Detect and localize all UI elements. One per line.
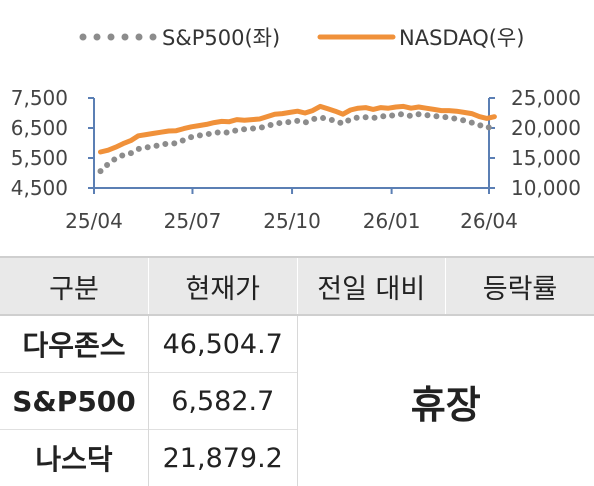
market-summary-table: 구분 현재가 전일 대비 등락률 다우존스 46,504.7 휴장 S&P500…	[0, 256, 594, 486]
row-current-price: 6,582.7	[149, 373, 298, 430]
table-row: 다우존스 46,504.7 휴장	[0, 315, 594, 373]
right-y-tick-label: 15,000	[511, 146, 581, 170]
row-current-price: 21,879.2	[149, 430, 298, 486]
right-y-tick-label: 10,000	[511, 176, 581, 200]
left-y-tick-label: 5,500	[11, 146, 68, 170]
x-tick-label: 25/07	[164, 209, 222, 233]
header-change-rate: 등락률	[446, 257, 594, 315]
nasdaq-legend-label: NASDAQ(우)	[399, 26, 524, 50]
chart-axes: 4,500 5,500 6,500 7,500 10,000 15,000 20,000 25…	[11, 86, 581, 233]
right-y-tick-label: 20,000	[511, 116, 581, 140]
chart-series	[101, 106, 495, 171]
x-tick-label: 25/10	[263, 209, 321, 233]
market-closed-status: 휴장	[297, 315, 594, 486]
sp500-legend-label: S&P500(좌)	[162, 26, 280, 50]
x-tick-label: 25/04	[65, 209, 123, 233]
header-category: 구분	[0, 257, 149, 315]
header-current-price: 현재가	[149, 257, 298, 315]
table-header-row: 구분 현재가 전일 대비 등락률	[0, 257, 594, 315]
x-tick-label: 26/01	[363, 209, 421, 233]
x-tick-label: 26/04	[460, 209, 518, 233]
left-y-tick-label: 4,500	[11, 176, 68, 200]
right-y-tick-label: 25,000	[511, 86, 581, 110]
nasdaq-series-line	[101, 106, 495, 152]
header-day-change: 전일 대비	[297, 257, 446, 315]
sp500-series-line	[101, 114, 495, 171]
row-name: 다우존스	[0, 315, 149, 373]
row-name: S&P500	[0, 373, 149, 430]
chart-legend: S&P500(좌) NASDAQ(우)	[83, 26, 524, 50]
left-y-tick-label: 7,500	[11, 86, 68, 110]
index-line-chart: S&P500(좌) NASDAQ(우) 4,500 5,500 6,500 7,500 1…	[0, 0, 594, 250]
row-name: 나스닥	[0, 430, 149, 486]
left-y-tick-label: 6,500	[11, 116, 68, 140]
row-current-price: 46,504.7	[149, 315, 298, 373]
